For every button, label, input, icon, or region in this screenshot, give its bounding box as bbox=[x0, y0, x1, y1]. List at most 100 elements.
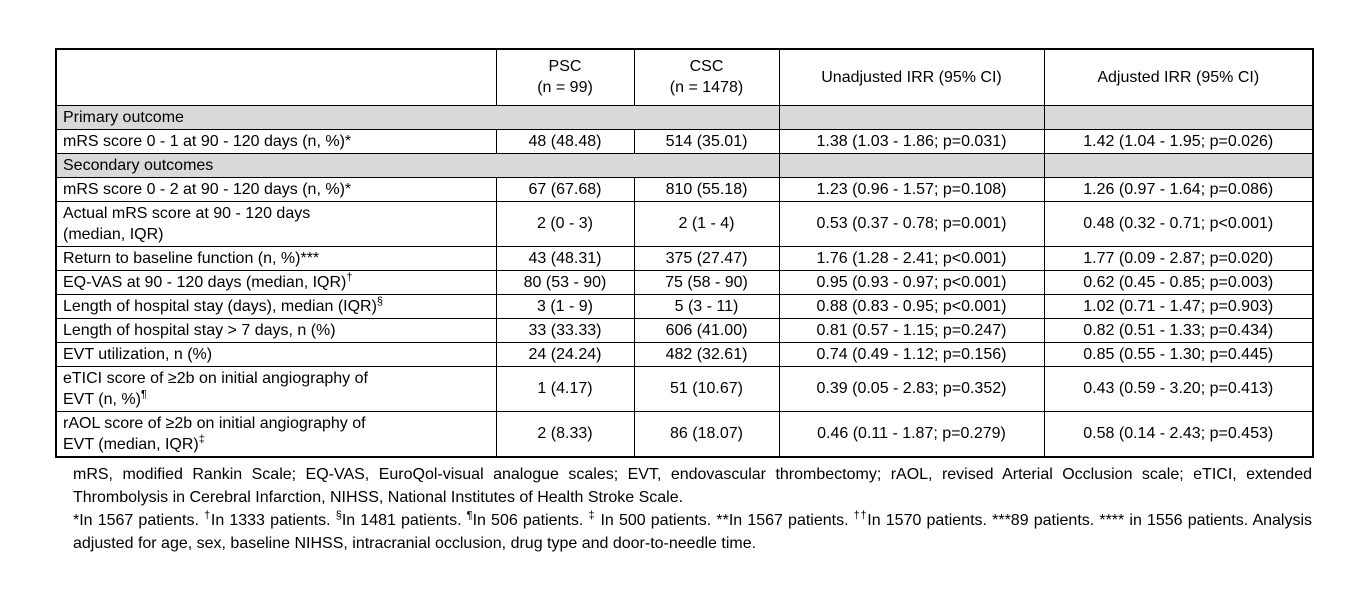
section-row: Primary outcome bbox=[55, 104, 1314, 130]
header-label-col bbox=[55, 48, 497, 106]
outcome-label-cell: Return to baseline function (n, %)*** bbox=[55, 245, 497, 271]
csc-cell: 514 (35.01) bbox=[633, 128, 780, 154]
section-adjusted-cell bbox=[1043, 104, 1314, 130]
csc-cell: 482 (32.61) bbox=[633, 341, 780, 367]
outcome-label: eTICI score of ≥2b on initial angiograph… bbox=[63, 369, 368, 408]
outcomes-table: PSC (n = 99) CSC (n = 1478) Unadjusted I… bbox=[55, 48, 1314, 458]
psc-cell: 2 (8.33) bbox=[495, 410, 635, 457]
outcome-label-cell: Length of hospital stay > 7 days, n (%) bbox=[55, 317, 497, 343]
footnote-paragraph: *In 1567 patients. †In 1333 patients. §I… bbox=[73, 509, 1312, 555]
table-row: mRS score 0 - 1 at 90 - 120 days (n, %)*… bbox=[55, 128, 1314, 154]
psc-cell: 3 (1 - 9) bbox=[495, 293, 635, 319]
footnote-text: In 1333 patients. bbox=[210, 511, 336, 529]
adjusted-irr-cell: 0.58 (0.14 - 2.43; p=0.453) bbox=[1043, 410, 1314, 457]
csc-cell: 75 (58 - 90) bbox=[633, 269, 780, 295]
footnote-symbol: ¶ bbox=[140, 388, 147, 401]
header-csc-line1: CSC bbox=[689, 58, 724, 76]
psc-cell: 43 (48.31) bbox=[495, 245, 635, 271]
outcome-label-cell: eTICI score of ≥2b on initial angiograph… bbox=[55, 365, 497, 412]
header-unadjusted-irr: Unadjusted IRR (95% CI) bbox=[778, 48, 1045, 106]
psc-cell: 67 (67.68) bbox=[495, 176, 635, 202]
header-row: PSC (n = 99) CSC (n = 1478) Unadjusted I… bbox=[55, 48, 1314, 106]
unadjusted-irr-cell: 0.46 (0.11 - 1.87; p=0.279) bbox=[778, 410, 1045, 457]
outcome-label-cell: EQ-VAS at 90 - 120 days (median, IQR)† bbox=[55, 269, 497, 295]
outcome-label-cell: Length of hospital stay (days), median (… bbox=[55, 293, 497, 319]
header-csc: CSC (n = 1478) bbox=[633, 48, 780, 106]
outcome-label: Return to baseline function (n, %)*** bbox=[63, 249, 320, 267]
adjusted-irr-cell: 1.77 (0.09 - 2.87; p=0.020) bbox=[1043, 245, 1314, 271]
adjusted-irr-cell: 0.43 (0.59 - 3.20; p=0.413) bbox=[1043, 365, 1314, 412]
table-row: Length of hospital stay > 7 days, n (%) 3… bbox=[55, 317, 1314, 343]
csc-cell: 375 (27.47) bbox=[633, 245, 780, 271]
footnote-symbol: ¶ bbox=[466, 509, 473, 522]
unadjusted-irr-cell: 1.76 (1.28 - 2.41; p<0.001) bbox=[778, 245, 1045, 271]
footnote-symbol: † bbox=[204, 509, 211, 522]
header-psc-line2: (n = 99) bbox=[537, 79, 593, 97]
csc-cell: 5 (3 - 11) bbox=[633, 293, 780, 319]
outcome-label: Actual mRS score at 90 - 120 days (media… bbox=[63, 204, 311, 243]
footnote-symbol: § bbox=[376, 295, 384, 308]
adjusted-irr-cell: 0.85 (0.55 - 1.30; p=0.445) bbox=[1043, 341, 1314, 367]
table-row: EQ-VAS at 90 - 120 days (median, IQR)† 80… bbox=[55, 269, 1314, 295]
table-row: EVT utilization, n (%) 24 (24.24) 482 (32.… bbox=[55, 341, 1314, 367]
table-row: eTICI score of ≥2b on initial angiograph… bbox=[55, 365, 1314, 412]
adjusted-irr-cell: 1.26 (0.97 - 1.64; p=0.086) bbox=[1043, 176, 1314, 202]
psc-cell: 24 (24.24) bbox=[495, 341, 635, 367]
csc-cell: 51 (10.67) bbox=[633, 365, 780, 412]
footnote-text: In 500 patients. **In 1567 patients. bbox=[595, 511, 854, 529]
unadjusted-irr-cell: 0.81 (0.57 - 1.15; p=0.247) bbox=[778, 317, 1045, 343]
adjusted-irr-cell: 0.62 (0.45 - 0.85; p=0.003) bbox=[1043, 269, 1314, 295]
section-unadjusted-cell bbox=[778, 104, 1045, 130]
psc-cell: 33 (33.33) bbox=[495, 317, 635, 343]
header-psc: PSC (n = 99) bbox=[495, 48, 635, 106]
footnote-text: In 1570 patients. ***89 patients. **** i… bbox=[73, 511, 1313, 552]
table-row: mRS score 0 - 2 at 90 - 120 days (n, %)*… bbox=[55, 176, 1314, 202]
outcome-label-cell: mRS score 0 - 2 at 90 - 120 days (n, %)* bbox=[55, 176, 497, 202]
unadjusted-irr-cell: 1.38 (1.03 - 1.86; p=0.031) bbox=[778, 128, 1045, 154]
psc-cell: 2 (0 - 3) bbox=[495, 200, 635, 247]
outcome-label: EQ-VAS at 90 - 120 days (median, IQR) bbox=[63, 273, 347, 291]
footnote-text: *In 1567 patients. bbox=[73, 511, 205, 529]
section-label: Primary outcome bbox=[55, 104, 780, 130]
footnote-text: mRS, modified Rankin Scale; EQ-VAS, Euro… bbox=[73, 465, 1312, 506]
outcome-label: mRS score 0 - 2 at 90 - 120 days (n, %)* bbox=[63, 180, 352, 198]
page: PSC (n = 99) CSC (n = 1478) Unadjusted I… bbox=[55, 48, 1314, 555]
footnote-symbol: § bbox=[335, 509, 342, 522]
footnote-symbol: ‡ bbox=[588, 509, 596, 522]
adjusted-irr-cell: 1.02 (0.71 - 1.47; p=0.903) bbox=[1043, 293, 1314, 319]
adjusted-irr-cell: 0.48 (0.32 - 0.71; p<0.001) bbox=[1043, 200, 1314, 247]
footnote-symbol: †† bbox=[853, 509, 868, 522]
psc-cell: 48 (48.48) bbox=[495, 128, 635, 154]
footnote-symbol: † bbox=[346, 271, 353, 284]
outcome-label-cell: EVT utilization, n (%) bbox=[55, 341, 497, 367]
table-row: Length of hospital stay (days), median (… bbox=[55, 293, 1314, 319]
table-row: Actual mRS score at 90 - 120 days (media… bbox=[55, 200, 1314, 247]
unadjusted-irr-cell: 0.53 (0.37 - 0.78; p=0.001) bbox=[778, 200, 1045, 247]
outcome-label-cell: mRS score 0 - 1 at 90 - 120 days (n, %)* bbox=[55, 128, 497, 154]
section-adjusted-cell bbox=[1043, 152, 1314, 178]
unadjusted-irr-cell: 0.88 (0.83 - 0.95; p<0.001) bbox=[778, 293, 1045, 319]
psc-cell: 80 (53 - 90) bbox=[495, 269, 635, 295]
csc-cell: 2 (1 - 4) bbox=[633, 200, 780, 247]
unadjusted-irr-cell: 0.39 (0.05 - 2.83; p=0.352) bbox=[778, 365, 1045, 412]
footnote-symbol: ‡ bbox=[198, 433, 205, 446]
header-csc-line2: (n = 1478) bbox=[669, 79, 744, 97]
footnote-paragraph: mRS, modified Rankin Scale; EQ-VAS, Euro… bbox=[73, 463, 1312, 509]
csc-cell: 606 (41.00) bbox=[633, 317, 780, 343]
header-adjusted-irr: Adjusted IRR (95% CI) bbox=[1043, 48, 1314, 106]
outcome-label-cell: rAOL score of ≥2b on initial angiography… bbox=[55, 410, 497, 457]
header-psc-line1: PSC bbox=[548, 58, 582, 76]
unadjusted-irr-cell: 1.23 (0.96 - 1.57; p=0.108) bbox=[778, 176, 1045, 202]
unadjusted-irr-cell: 0.74 (0.49 - 1.12; p=0.156) bbox=[778, 341, 1045, 367]
section-unadjusted-cell bbox=[778, 152, 1045, 178]
unadjusted-irr-cell: 0.95 (0.93 - 0.97; p<0.001) bbox=[778, 269, 1045, 295]
outcome-label: rAOL score of ≥2b on initial angiography… bbox=[63, 414, 366, 453]
adjusted-irr-cell: 0.82 (0.51 - 1.33; p=0.434) bbox=[1043, 317, 1314, 343]
outcome-label-cell: Actual mRS score at 90 - 120 days (media… bbox=[55, 200, 497, 247]
outcome-label: Length of hospital stay (days), median (… bbox=[63, 297, 377, 315]
table-body: Primary outcome mRS score 0 - 1 at 90 - 1… bbox=[55, 104, 1314, 457]
csc-cell: 810 (55.18) bbox=[633, 176, 780, 202]
csc-cell: 86 (18.07) bbox=[633, 410, 780, 457]
section-row: Secondary outcomes bbox=[55, 152, 1314, 178]
adjusted-irr-cell: 1.42 (1.04 - 1.95; p=0.026) bbox=[1043, 128, 1314, 154]
